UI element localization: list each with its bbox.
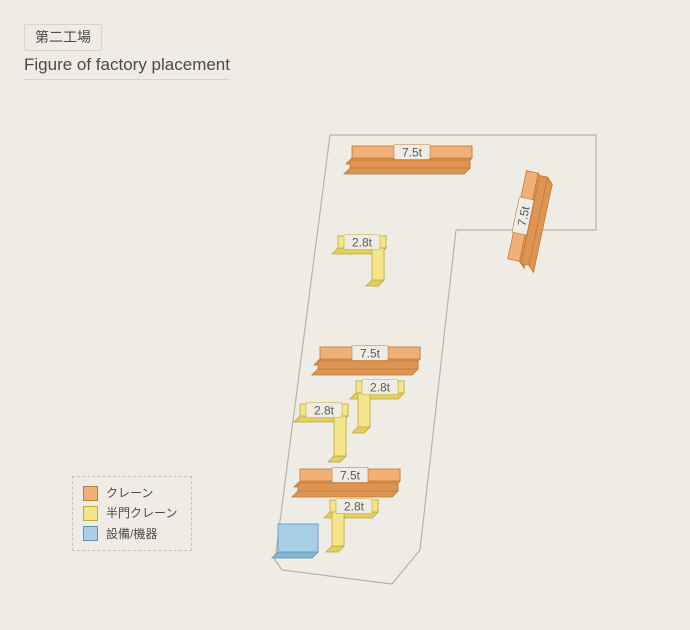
crane-mid-label: 7.5t: [360, 347, 381, 361]
legend-swatch-equip: [83, 526, 98, 541]
legend-swatch-crane: [83, 486, 98, 501]
crane-low: 7.5t: [292, 468, 400, 498]
half-2: 2.8t: [350, 380, 404, 434]
crane-low-label: 7.5t: [340, 469, 361, 483]
legend-swatch-halfgate: [83, 506, 98, 521]
half-1: 2.8t: [332, 235, 386, 287]
factory-diagram: 第二工場 Figure of factory placement 7.5t7.5…: [0, 0, 690, 630]
legend: クレーン半門クレーン設備/機器: [72, 476, 192, 551]
legend-label-halfgate: 半門クレーン: [106, 503, 177, 523]
legend-row-crane: クレーン: [83, 483, 177, 503]
legend-row-halfgate: 半門クレーン: [83, 503, 177, 523]
crane-top-left: 7.5t: [344, 145, 472, 175]
crane-top-right: 7.5t: [505, 170, 554, 272]
crane-mid: 7.5t: [312, 346, 420, 376]
crane-top-left-label: 7.5t: [402, 146, 423, 160]
half-4-label: 2.8t: [344, 500, 365, 514]
half-3-label: 2.8t: [314, 404, 335, 418]
equip-1: [272, 524, 318, 558]
half-4: 2.8t: [324, 499, 378, 553]
legend-row-equip: 設備/機器: [83, 524, 177, 544]
half-1-label: 2.8t: [352, 236, 373, 250]
legend-label-crane: クレーン: [106, 483, 153, 503]
legend-label-equip: 設備/機器: [106, 524, 157, 544]
half-3: 2.8t: [294, 403, 348, 463]
half-2-label: 2.8t: [370, 381, 391, 395]
